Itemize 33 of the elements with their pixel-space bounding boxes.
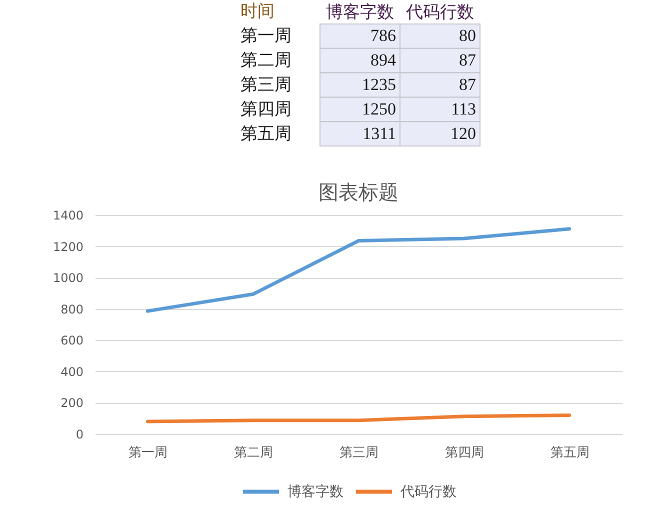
line-series (146, 227, 572, 313)
legend-label: 博客字数 (288, 484, 344, 500)
y-tick-label: 第一周 (240, 26, 292, 46)
data-label: 1311 (362, 124, 396, 143)
y-tick-label: 600 (60, 334, 84, 348)
data-label: 1235 (362, 75, 396, 94)
data-label: 87 (459, 75, 476, 94)
data-label: 786 (370, 26, 396, 46)
legend-label: 代码行数 (400, 484, 456, 500)
data-label: 120 (450, 124, 476, 143)
data-label: 87 (459, 50, 476, 70)
y-tick-label: 第五周 (240, 124, 292, 143)
y-tick-label: 第四周 (240, 99, 292, 118)
y-tick-label: 1400 (52, 208, 84, 222)
data-label: 113 (451, 99, 476, 118)
y-tick-label: 第三周 (240, 75, 292, 94)
x-tick-label: 第五周 (550, 446, 590, 460)
data-label: 894 (370, 50, 396, 70)
chart-title: 图表标题 (318, 180, 398, 204)
y-tick-label: 1000 (52, 271, 84, 286)
y-tick-label: 1200 (52, 240, 84, 254)
data-label: 1250 (362, 99, 396, 118)
line-series (146, 413, 572, 424)
y-tick-label: 200 (60, 396, 84, 410)
y-tick-label: 0 (76, 428, 84, 442)
x-tick-label: 第四周 (444, 446, 484, 460)
y-tick-label: 400 (60, 364, 84, 379)
x-tick-label: 第三周 (340, 446, 378, 460)
x-tick-label: 第一周 (128, 446, 168, 460)
y-tick-label: 第二周 (240, 50, 292, 70)
y-axis-title: 时间 (240, 2, 274, 20)
data-label: 80 (459, 26, 476, 46)
y-tick-label: 800 (60, 302, 84, 316)
